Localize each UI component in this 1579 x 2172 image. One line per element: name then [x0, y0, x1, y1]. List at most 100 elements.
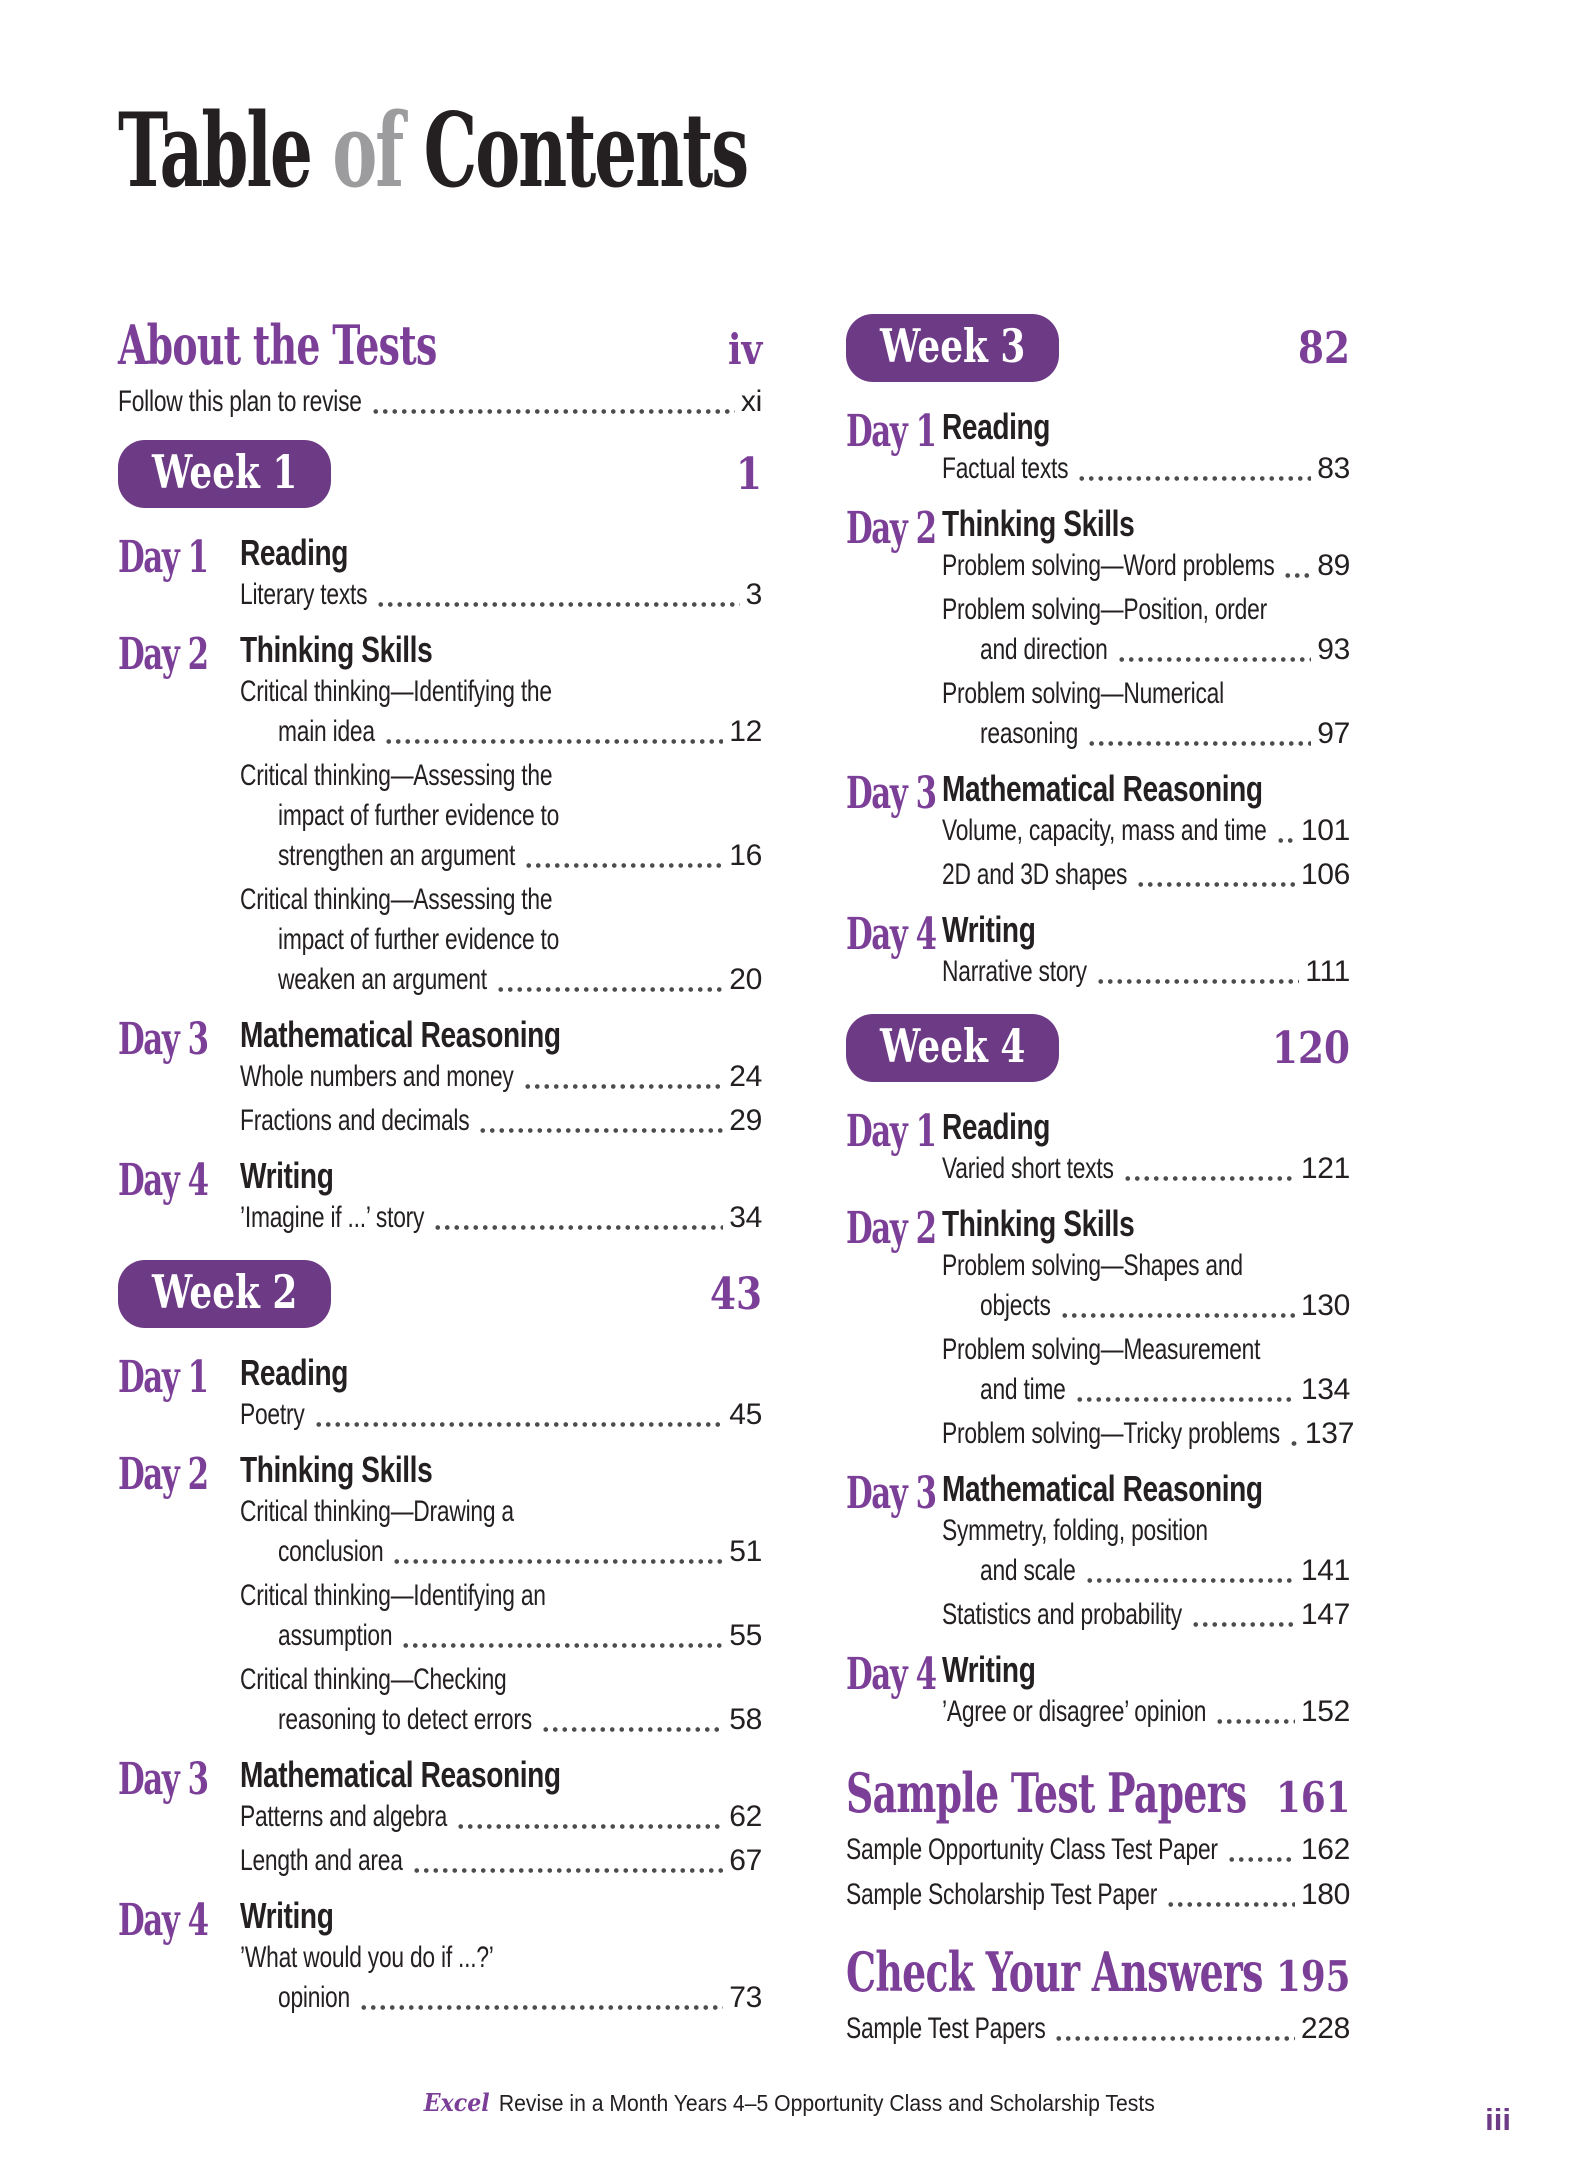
toc-entry-line: conclusion 51 [240, 1532, 762, 1572]
toc-entry-text: ’Imagine if ...’ story [240, 1201, 425, 1234]
day-label: Day 3 [846, 768, 942, 818]
day-body: Reading Factual texts 83 [942, 406, 1350, 493]
week-badge: Week 4 [846, 1014, 1060, 1082]
toc-page-number: 106 [1300, 858, 1350, 891]
toc-entry: Fractions and decimals 29 [240, 1101, 762, 1141]
toc-entry-text: Problem solving—Tricky problems [942, 1417, 1280, 1450]
day-label-text: Day 1 [118, 1352, 209, 1403]
toc-entry-text: Literary texts [240, 578, 368, 611]
day-label: Day 3 [118, 1754, 240, 1804]
toc-entry: Critical thinking—Identifying the main id… [240, 672, 762, 752]
day-body: Thinking Skills Critical thinking—Identif… [240, 629, 762, 1004]
dotted-leader [456, 1824, 724, 1829]
day-label: Day 1 [846, 406, 942, 456]
day-block: Day 1 Reading Varied short texts 121 [846, 1106, 1350, 1193]
day-label: Day 1 [846, 1106, 942, 1156]
toc-entry-text: Follow this plan to revise [118, 385, 362, 418]
toc-entry-line: Sample Scholarship Test Paper 180 [846, 1875, 1350, 1915]
week-badge: Week 3 [846, 314, 1060, 382]
day-label-text: Day 2 [846, 503, 937, 554]
toc-entry-text: objects [980, 1289, 1051, 1322]
day-label: Day 2 [846, 503, 942, 553]
day-body: Mathematical Reasoning Whole numbers and … [240, 1014, 762, 1145]
toc-entry-line: Sample Test Papers 228 [846, 2009, 1350, 2049]
dotted-leader [383, 739, 724, 744]
toc-page-number: 162 [1300, 1833, 1350, 1866]
toc-page-number: 134 [1300, 1373, 1350, 1406]
toc-entry-text: and time [980, 1373, 1066, 1406]
day-label-text: Day 1 [118, 532, 209, 583]
section-heading-row: Check Your Answers 195 [846, 1941, 1350, 2003]
dotted-leader [411, 1868, 724, 1873]
dotted-leader [401, 1643, 724, 1648]
toc-entry: Literary texts 3 [240, 575, 762, 615]
dotted-leader [370, 409, 735, 414]
toc-entry-line: reasoning to detect errors 58 [240, 1700, 762, 1740]
toc-entry-text: Problem solving—Numerical [942, 677, 1224, 710]
dotted-leader [1074, 1397, 1295, 1402]
week-badge-label: Week 2 [152, 1265, 298, 1319]
toc-entry-line: Length and area 67 [240, 1841, 762, 1881]
dotted-leader [1275, 838, 1295, 843]
toc-entry-line: Critical thinking—Identifying an [240, 1576, 762, 1616]
day-block: Day 3 Mathematical Reasoning Symmetry, fol… [846, 1468, 1350, 1639]
toc-entry-text: Critical thinking—Drawing a [240, 1495, 514, 1528]
day-label-text: Day 1 [846, 406, 937, 457]
toc-entry-line: and direction 93 [942, 630, 1350, 670]
day-block: Day 2 Thinking Skills Problem solving—Shap… [846, 1203, 1354, 1458]
toc-entry: Whole numbers and money 24 [240, 1057, 762, 1097]
day-label: Day 2 [118, 1449, 240, 1499]
day-category: Thinking Skills [240, 629, 433, 670]
toc-page-number: 20 [729, 963, 762, 996]
section-block: About the Tests iv Follow this plan to rev… [118, 314, 762, 422]
dotted-leader [1226, 1857, 1295, 1862]
toc-page-number: 24 [729, 1060, 762, 1093]
toc-entry-text: reasoning to detect errors [278, 1703, 532, 1736]
dotted-leader [524, 863, 724, 868]
dotted-leader [1288, 1441, 1299, 1446]
day-body: Writing Narrative story 111 [942, 909, 1350, 996]
toc-entry-line: assumption 55 [240, 1616, 762, 1656]
toc-entry-text: Problem solving—Position, order [942, 593, 1267, 626]
day-label-text: Day 3 [846, 768, 937, 819]
day-block: Day 1 Reading Poetry 45 [118, 1352, 762, 1439]
day-body: Reading Varied short texts 121 [942, 1106, 1350, 1193]
toc-entry-text: Critical thinking—Checking [240, 1663, 507, 1696]
toc-entry-line: 2D and 3D shapes 106 [942, 855, 1350, 895]
day-block: Day 4 Writing ’Agree or disagree’ opinion 1… [846, 1649, 1350, 1736]
day-category: Mathematical Reasoning [942, 768, 1263, 809]
section-heading: Sample Test Papers [846, 1761, 1247, 1825]
day-category: Writing [240, 1155, 334, 1196]
toc-entry-text: Statistics and probability [942, 1598, 1182, 1631]
day-body: Mathematical Reasoning Patterns and algeb… [240, 1754, 762, 1885]
toc-entry: Problem solving—Word problems 89 [942, 546, 1350, 586]
toc-entry: Patterns and algebra 62 [240, 1797, 762, 1837]
toc-entry-line: Critical thinking—Identifying the [240, 672, 762, 712]
toc-entry-line: and scale 141 [942, 1551, 1350, 1591]
day-block: Day 3 Mathematical Reasoning Whole numbers… [118, 1014, 762, 1145]
toc-entry-text: Factual texts [942, 452, 1069, 485]
toc-page-number: 101 [1300, 814, 1350, 847]
week-page-number: 120 [1271, 1022, 1351, 1074]
day-category: Reading [240, 532, 349, 573]
week-block: Week 1 1 Day 1 Reading Literary texts 3 Day 2 T… [118, 440, 762, 1242]
day-label: Day 3 [118, 1014, 240, 1064]
day-label-text: Day 3 [846, 1468, 937, 1519]
toc-entry-line: Critical thinking—Assessing the [240, 880, 762, 920]
toc-entry-line: Patterns and algebra 62 [240, 1797, 762, 1837]
toc-entry-text: Symmetry, folding, position [942, 1514, 1208, 1547]
footer: Excel Revise in a Month Years 4–5 Opportu… [0, 2088, 1579, 2117]
toc-entry-text: weaken an argument [278, 963, 487, 996]
week-header: Week 3 82 [846, 314, 1350, 382]
toc-entry-line: Problem solving—Tricky problems 137 [942, 1414, 1354, 1454]
toc-entry-text: Critical thinking—Assessing the [240, 883, 553, 916]
day-body: Writing ’What would you do if ...?’ opinio… [240, 1895, 762, 2022]
toc-column-left: About the Tests iv Follow this plan to rev… [118, 314, 762, 2032]
toc-entry: Poetry 45 [240, 1395, 762, 1435]
toc-entry-text: Narrative story [942, 955, 1087, 988]
toc-page-number: 89 [1317, 549, 1350, 582]
day-category: Thinking Skills [240, 1449, 433, 1490]
toc-entry: Sample Opportunity Class Test Paper 162 [846, 1830, 1350, 1870]
toc-page-number: 58 [729, 1703, 762, 1736]
